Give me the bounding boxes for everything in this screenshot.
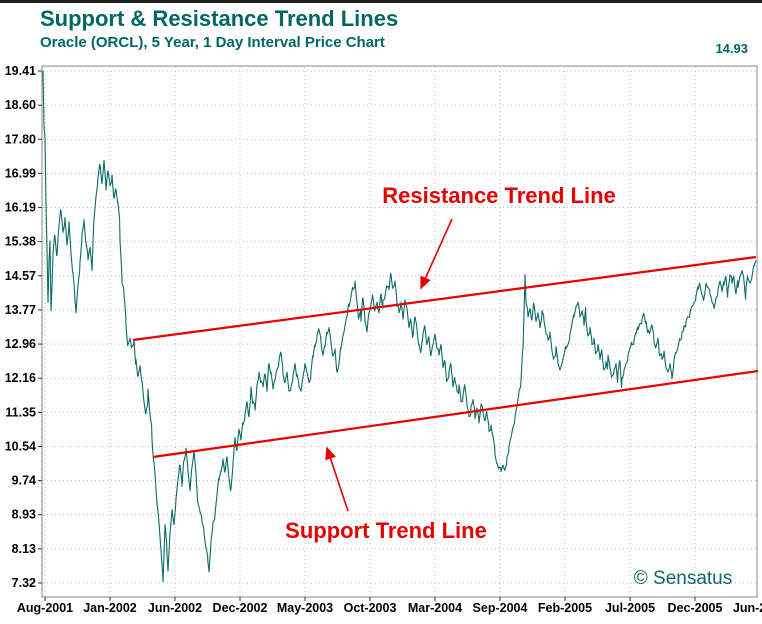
- resistance-label-arrow: [420, 218, 453, 290]
- x-axis-label: Aug-2001: [17, 601, 73, 615]
- x-axis-label: Oct-2003: [344, 601, 397, 615]
- y-axis-label: 12.96: [5, 337, 36, 351]
- x-axis-label: Dec-2002: [213, 601, 268, 615]
- y-axis-label: 8.13: [12, 542, 36, 556]
- y-axis-label: 16.99: [5, 166, 36, 180]
- resistance-trend-line: [132, 255, 757, 342]
- x-axis-label: Jul-2005: [605, 601, 655, 615]
- resistance-trend-line-label: Resistance Trend Line: [382, 183, 616, 208]
- y-axis-label: 19.41: [5, 64, 36, 78]
- x-axis-label: Jun-2006: [733, 601, 762, 615]
- last-price-value: 14.93: [715, 41, 748, 56]
- support-trend-line: [152, 369, 759, 459]
- support-label-arrow: [325, 446, 349, 512]
- y-axis-label: 10.54: [5, 439, 36, 453]
- price-line: [42, 70, 757, 583]
- plot-frame: [41, 65, 758, 598]
- x-axis-label: May-2003: [277, 601, 333, 615]
- y-axis-label: 14.57: [5, 269, 36, 283]
- window-top-edge: [0, 0, 762, 3]
- x-axis-label: Jun-2002: [148, 601, 202, 615]
- page-title: Support & Resistance Trend Lines: [40, 6, 399, 31]
- x-axis-label: Sep-2004: [473, 601, 528, 615]
- sensatus-watermark: © Sensatus: [633, 568, 733, 589]
- page-subtitle: Oracle (ORCL), 5 Year, 1 Day Interval Pr…: [40, 34, 385, 51]
- y-axis-label: 17.80: [5, 132, 36, 146]
- y-axis-label: 9.74: [12, 474, 36, 488]
- y-axis-label: 7.32: [12, 576, 36, 590]
- y-axis-label: 18.60: [5, 98, 36, 112]
- x-axis-label: Jan-2002: [83, 601, 137, 615]
- x-axis-label: Dec-2005: [668, 601, 723, 615]
- y-axis-label: 11.35: [5, 405, 36, 419]
- y-axis-label: 12.16: [5, 371, 36, 385]
- support-trend-line-label: Support Trend Line: [285, 518, 487, 543]
- y-axis-label: 16.19: [5, 201, 36, 215]
- y-axis-label: 13.77: [5, 303, 36, 317]
- x-axis-label: Mar-2004: [408, 601, 462, 615]
- y-axis-label: 15.38: [5, 235, 36, 249]
- y-axis-label: 8.93: [12, 508, 36, 522]
- x-axis-label: Feb-2005: [538, 601, 592, 615]
